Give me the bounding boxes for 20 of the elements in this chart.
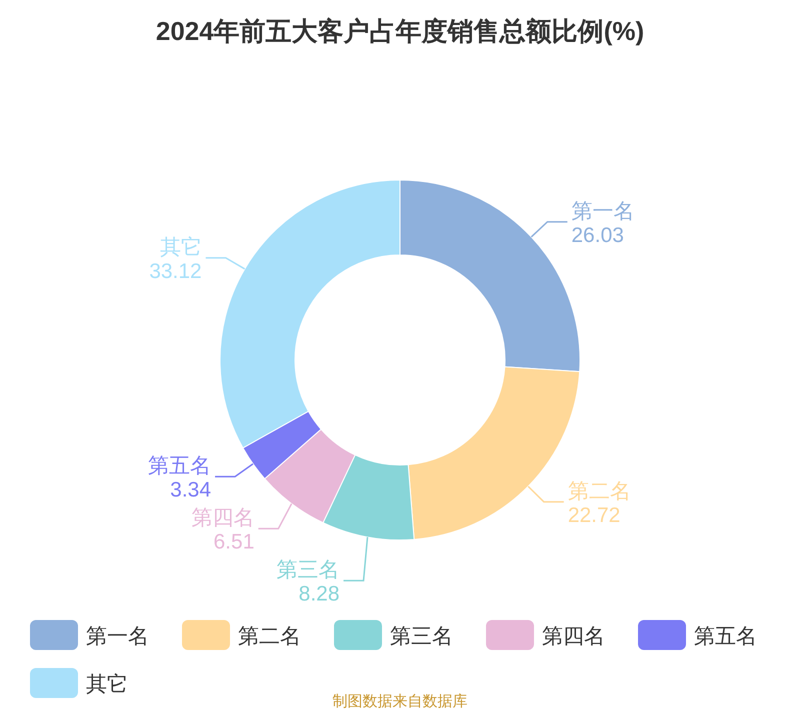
data-label: 22.72	[568, 504, 620, 527]
data-label: 6.51	[213, 530, 254, 554]
data-label: 33.12	[149, 260, 202, 283]
slice-label: 第四名	[191, 506, 254, 530]
slice-label: 第三名	[276, 558, 340, 582]
legend-label: 其它	[86, 673, 128, 696]
data-label: 26.03	[571, 224, 624, 247]
data-label: 3.34	[170, 478, 212, 502]
slice-label: 第一名	[571, 200, 634, 223]
slice-label: 其它	[160, 236, 202, 259]
legend-label: 第三名	[390, 625, 453, 648]
legend-label: 第四名	[542, 625, 605, 648]
legend-label: 第五名	[694, 625, 757, 648]
slice-label: 第二名	[568, 480, 631, 503]
data-label: 8.28	[298, 582, 340, 606]
chart-title: 2024年前五大客户占年度销售总额比例(%)	[156, 16, 644, 46]
legend-label: 第一名	[86, 625, 149, 648]
text: 制图数据来自数据库	[332, 693, 468, 710]
slice-label: 第五名	[148, 454, 212, 478]
legend-label: 第二名	[238, 625, 301, 648]
